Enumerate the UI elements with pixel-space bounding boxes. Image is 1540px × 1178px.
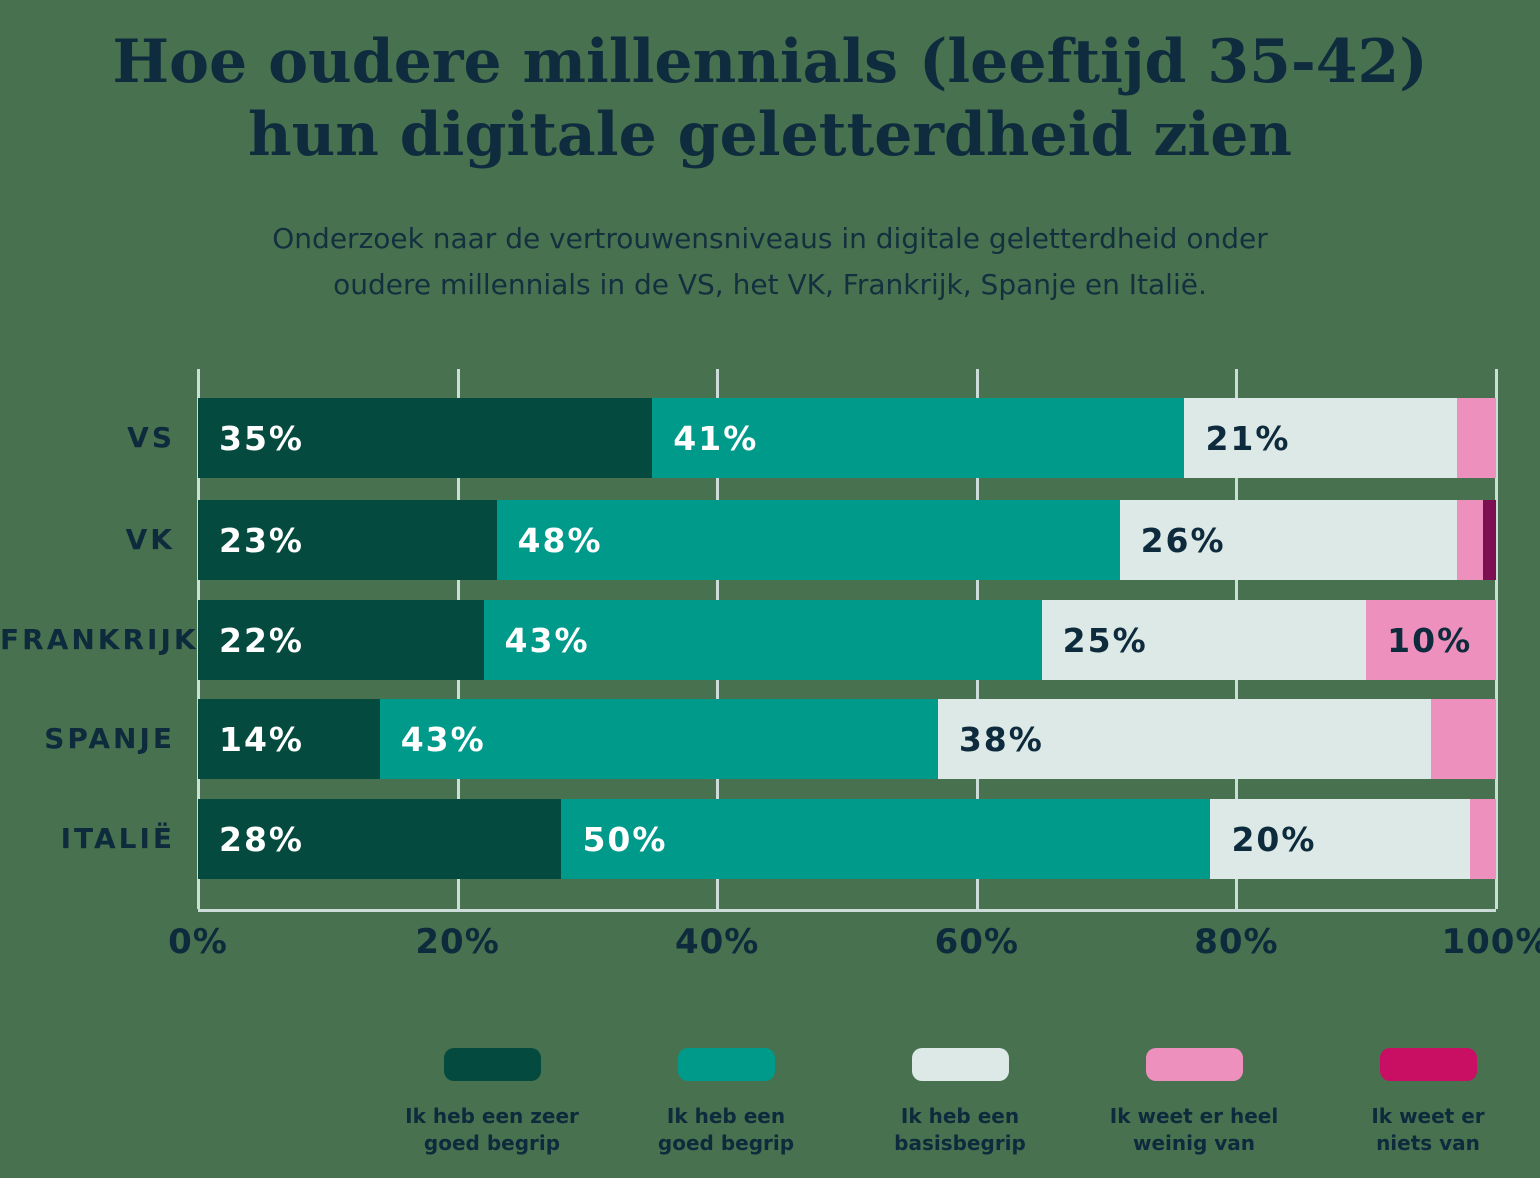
segment-value-label: 26%	[1140, 520, 1226, 560]
bar-segment	[1470, 799, 1496, 879]
segment-value-label: 43%	[504, 620, 590, 660]
legend-swatch	[1379, 1048, 1477, 1081]
chart-legend: Ik heb een zeer goed begrip Ik heb een goed…	[375, 1048, 1540, 1157]
bar-segment	[1431, 699, 1496, 779]
category-label-vs: VS	[127, 421, 175, 454]
bar-segment: 35%	[198, 398, 653, 478]
segment-value-label: 50%	[582, 819, 668, 859]
bar-row-vk: 23% 48% 26%	[198, 500, 1496, 580]
segment-value-label: 23%	[219, 520, 304, 560]
x-tick-label-100%: 100%	[1441, 922, 1540, 962]
bar-segment: 43%	[379, 699, 938, 779]
segment-value-label: 41%	[673, 418, 759, 458]
legend-label: Ik weet er niets van	[1371, 1104, 1485, 1155]
category-label-spanje: SPANJE	[44, 722, 175, 755]
bar-segment	[1457, 500, 1483, 580]
legend-swatch	[1145, 1048, 1243, 1081]
segment-value-label: 21%	[1205, 418, 1291, 458]
bar-row-spanje: 14% 43% 38%	[198, 699, 1496, 779]
bar-segment: 22%	[198, 600, 484, 680]
category-label-frankrijk: FRANKRIJK	[0, 623, 199, 656]
bar-segment: 25%	[1041, 600, 1367, 680]
subtitle: Onderzoek naar de vertrouwensniveaus in …	[120, 216, 1420, 308]
category-label-vk: VK	[125, 523, 175, 556]
bar-segment: 43%	[483, 600, 1042, 680]
bar-segment: 50%	[561, 799, 1211, 879]
legend-label: Ik heb een basisbegrip	[894, 1104, 1026, 1155]
subtitle-line2: oudere millennials in de VS, het VK, Fra…	[333, 268, 1207, 301]
stacked-bar-chart: 35% 41% 21% 23% 48% 26% 22% 43% 25% 10% 14% 43% 38% 2…	[197, 369, 1498, 912]
legend-item-2: Ik heb een goed begrip	[609, 1048, 843, 1157]
segment-value-label: 10%	[1387, 620, 1473, 660]
subtitle-line1: Onderzoek naar de vertrouwensniveaus in …	[272, 222, 1268, 255]
bar-segment: 21%	[1184, 398, 1458, 478]
category-label-italië: ITALIË	[60, 822, 175, 855]
bar-segment: 23%	[198, 500, 497, 580]
bar-segment: 38%	[937, 699, 1432, 779]
segment-value-label: 28%	[219, 819, 304, 859]
segment-value-label: 25%	[1062, 620, 1148, 660]
bar-segment	[1482, 500, 1496, 580]
legend-swatch	[911, 1048, 1009, 1081]
segment-value-label: 43%	[400, 719, 486, 759]
legend-item-5: Ik weet er niets van	[1311, 1048, 1540, 1157]
legend-label: Ik heb een goed begrip	[657, 1104, 795, 1155]
legend-item-1: Ik heb een zeer goed begrip	[375, 1048, 609, 1157]
x-tick-label-40%: 40%	[674, 922, 760, 962]
bar-segment: 10%	[1366, 600, 1496, 680]
legend-swatch	[677, 1048, 775, 1081]
legend-label: Ik heb een zeer goed begrip	[405, 1104, 579, 1155]
legend-item-4: Ik weet er heel weinig van	[1077, 1048, 1311, 1157]
page-title-line2: hun digitale geletterdheid zien	[247, 100, 1293, 170]
segment-value-label: 22%	[219, 620, 304, 660]
legend-label: Ik weet er heel weinig van	[1109, 1104, 1279, 1155]
legend-item-3: Ik heb een basisbegrip	[843, 1048, 1077, 1157]
bar-segment: 14%	[198, 699, 380, 779]
bar-segment: 48%	[496, 500, 1120, 580]
segment-value-label: 20%	[1231, 819, 1317, 859]
bar-segment: 26%	[1119, 500, 1458, 580]
gridline-100%	[1495, 369, 1498, 909]
page-title: Hoe oudere millennials (leeftijd 35-42) h…	[0, 26, 1540, 172]
bar-row-italië: 28% 50% 20%	[198, 799, 1496, 879]
segment-value-label: 38%	[958, 719, 1044, 759]
bar-segment: 20%	[1210, 799, 1471, 879]
bar-row-frankrijk: 22% 43% 25% 10%	[198, 600, 1496, 680]
bar-segment	[1457, 398, 1496, 478]
x-tick-label-0%: 0%	[168, 922, 228, 962]
segment-value-label: 48%	[517, 520, 603, 560]
segment-value-label: 35%	[219, 418, 304, 458]
segment-value-label: 14%	[219, 719, 304, 759]
x-tick-label-80%: 80%	[1194, 922, 1279, 962]
x-tick-label-60%: 60%	[934, 922, 1019, 962]
legend-swatch	[443, 1048, 541, 1081]
bar-row-vs: 35% 41% 21%	[198, 398, 1496, 478]
x-tick-label-20%: 20%	[415, 922, 500, 962]
bar-segment: 41%	[652, 398, 1185, 478]
page-title-line1: Hoe oudere millennials (leeftijd 35-42)	[112, 27, 1428, 97]
bar-segment: 28%	[198, 799, 562, 879]
